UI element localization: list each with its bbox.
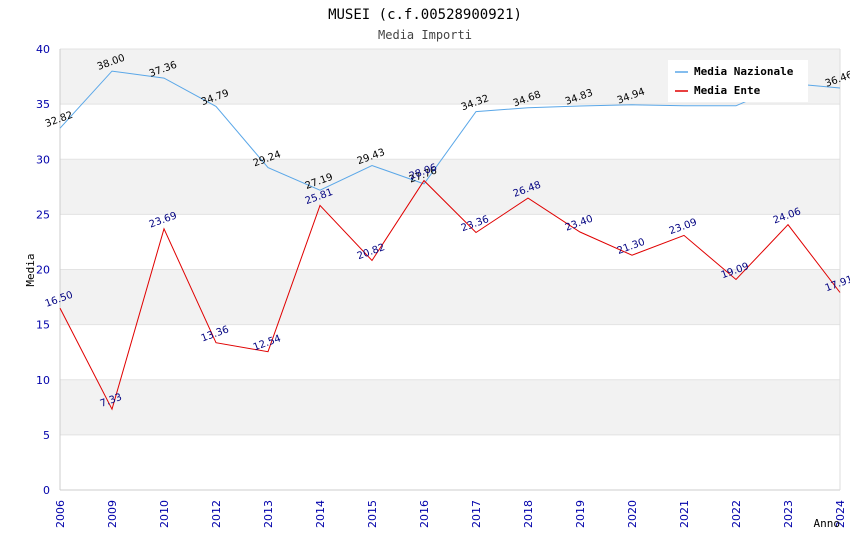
legend-box	[668, 60, 808, 102]
x-tick-label: 2009	[106, 500, 119, 528]
y-tick-label: 25	[36, 208, 50, 221]
grid-band	[60, 104, 840, 160]
x-tick-label: 2017	[470, 500, 483, 528]
chart-subtitle: Media Importi	[378, 28, 472, 42]
y-tick-label: 35	[36, 98, 50, 111]
x-tick-label: 2012	[210, 500, 223, 528]
y-axis-label: Media	[24, 253, 37, 286]
x-tick-label: 2023	[782, 500, 795, 528]
x-axis-label: Anno	[814, 517, 841, 530]
legend-label-media-ente: Media Ente	[694, 84, 761, 97]
grid-band	[60, 379, 840, 435]
x-tick-label: 2014	[314, 500, 327, 528]
series-line-media-ente	[59, 179, 841, 411]
chart-title: MUSEI (c.f.00528900921)	[328, 7, 522, 23]
grid-band	[60, 324, 840, 380]
series-lines	[59, 70, 841, 411]
x-tick-label: 2016	[418, 500, 431, 528]
legend-label-media-nazionale: Media Nazionale	[694, 65, 794, 78]
y-tick-label: 20	[36, 264, 50, 277]
x-tick-label: 2021	[678, 500, 691, 528]
x-tick-label: 2019	[574, 500, 587, 528]
y-tick-label: 10	[36, 374, 50, 387]
x-tick-label: 2015	[366, 500, 379, 528]
x-tick-label: 2018	[522, 500, 535, 528]
x-tick-label: 2022	[730, 500, 743, 528]
axes	[59, 49, 841, 491]
tick-labels: 0 5 10 15 20 25 30 35 40 2006 2009 2010 2012 2013 2014…	[36, 43, 847, 528]
legend: Media Nazionale Media Ente	[668, 60, 808, 102]
x-tick-label: 2013	[262, 500, 275, 528]
x-tick-label: 2020	[626, 500, 639, 528]
y-tick-label: 5	[43, 429, 50, 442]
series-line-media-nazionale	[59, 70, 841, 191]
y-tick-label: 0	[43, 484, 50, 497]
plot-background-bands	[60, 49, 840, 490]
y-tick-label: 15	[36, 319, 50, 332]
y-tick-label: 40	[36, 43, 50, 56]
y-tick-label: 30	[36, 153, 50, 166]
grid-band	[60, 214, 840, 270]
grid-band	[60, 159, 840, 215]
x-tick-label: 2010	[158, 500, 171, 528]
x-tick-label: 2024	[834, 500, 847, 528]
grid-band	[60, 434, 840, 490]
grid-band	[60, 269, 840, 325]
x-tick-label: 2006	[54, 500, 67, 528]
